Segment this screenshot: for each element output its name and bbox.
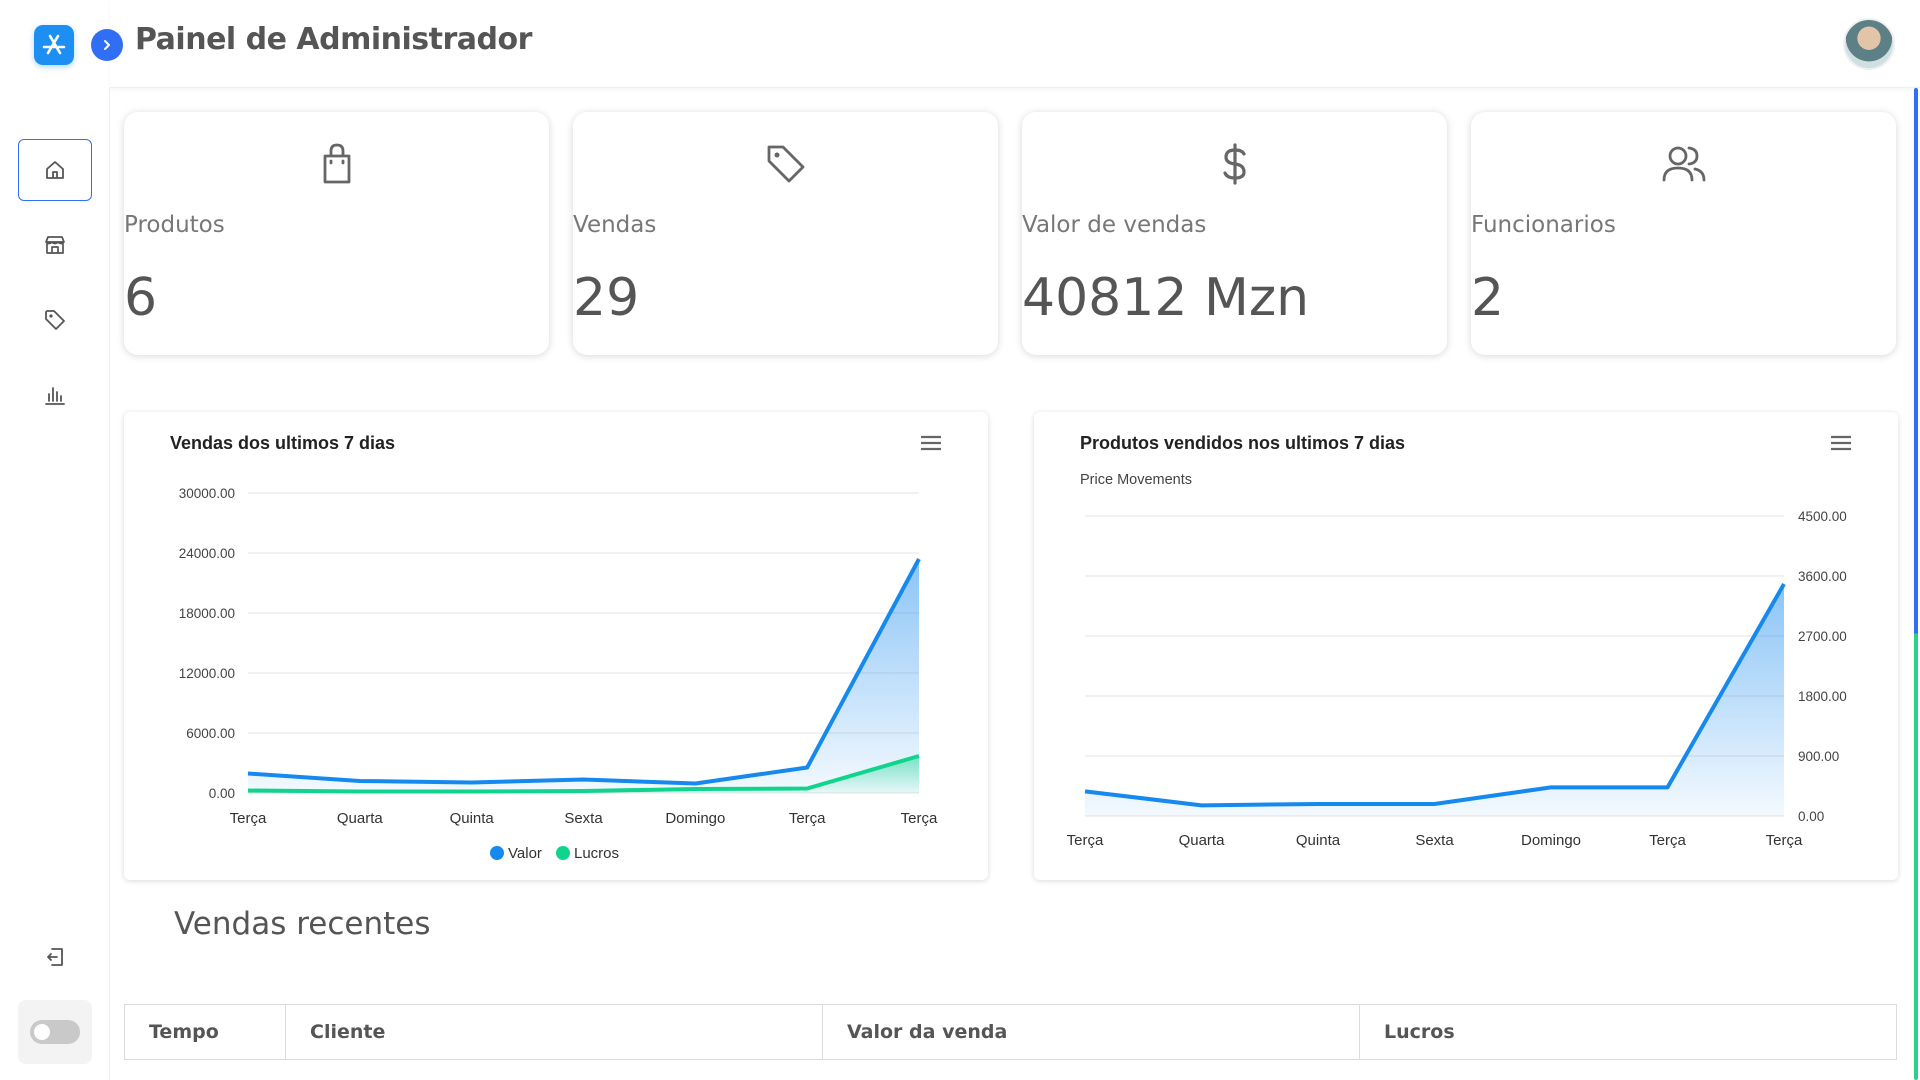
y-tick-label: 24000.00 [179,546,235,561]
column-header-valor-venda[interactable]: Valor da venda [822,1004,1360,1060]
column-header-cliente[interactable]: Cliente [285,1004,823,1060]
theme-toggle[interactable] [30,1020,80,1044]
expand-sidebar-button[interactable] [91,29,123,61]
y-tick-label: 6000.00 [186,726,235,741]
x-tick-label: Sexta [564,810,603,827]
x-tick-label: Terça [230,810,267,827]
theme-toggle-container [18,1000,92,1064]
store-icon [45,236,65,254]
legend-marker-lucros[interactable] [556,846,570,860]
series-area [248,559,919,793]
stat-value: 6 [124,268,158,328]
y-tick-label: 0.00 [209,786,235,801]
sidebar-item-sales[interactable] [18,289,92,351]
menu-icon[interactable] [1829,434,1859,456]
shopping-bag-icon [124,142,549,188]
series-line[interactable] [247,754,920,794]
y-tick-label: 1800.00 [1798,689,1847,704]
chart-card-vendas: Vendas dos ultimos 7 dias 0.00 6000.00 120… [124,412,988,880]
stat-value: 29 [573,268,640,328]
stat-label: Valor de vendas [1022,212,1207,238]
y-tick-label: 12000.00 [179,666,235,681]
chart-card-produtos: Produtos vendidos nos ultimos 7 dias Pri… [1034,412,1898,880]
top-bar [110,0,1920,88]
legend: Valor Lucros [490,845,619,862]
x-tick-label: Quarta [1179,832,1226,849]
y-tick-label: 0.00 [1798,809,1824,824]
tag-icon [573,142,998,188]
series-line[interactable] [247,558,921,786]
chart-title: Vendas dos ultimos 7 dias [170,433,395,453]
stat-value: 2 [1471,268,1505,328]
column-header-tempo[interactable]: Tempo [124,1004,286,1060]
sidebar-item-store[interactable] [18,214,92,276]
sidebar-item-home[interactable] [18,139,92,201]
stat-card-vendas [573,112,998,355]
recent-sales-table: Tempo Cliente Valor da venda Lucros [124,1004,1897,1060]
section-title: Vendas recentes [174,906,431,942]
page-title: Painel de Administrador [135,22,532,57]
x-tick-label: Domingo [665,810,725,827]
dollar-icon [1022,142,1447,188]
column-header-lucros[interactable]: Lucros [1359,1004,1897,1060]
chart-title: Produtos vendidos nos ultimos 7 dias [1080,433,1405,453]
menu-icon[interactable] [919,434,949,456]
x-tick-label: Quarta [337,810,384,827]
avatar[interactable] [1843,18,1895,70]
users-icon [1471,142,1896,188]
tag-icon [45,310,65,330]
stat-label: Funcionarios [1471,212,1616,238]
app-logo-icon[interactable] [34,25,74,65]
y-tick-label: 4500.00 [1798,509,1847,524]
legend-label-lucros[interactable]: Lucros [574,845,619,862]
bar-chart-icon [45,387,65,405]
chevron-right-icon [104,40,110,50]
series-area [248,756,919,793]
stat-card-produtos [124,112,549,355]
logout-icon [47,948,63,966]
stat-card-valor-vendas [1022,112,1447,355]
products-chart: Produtos vendidos nos ultimos 7 dias Pri… [1067,433,1859,849]
y-tick-label: 3600.00 [1798,569,1847,584]
x-tick-label: Terça [901,810,938,827]
app-store-glyph-icon [42,34,66,55]
y-tick-label: 2700.00 [1798,629,1847,644]
stat-label: Produtos [124,212,225,238]
y-tick-label: 30000.00 [179,486,235,501]
x-tick-label: Sexta [1415,832,1454,849]
stat-label: Vendas [573,212,657,238]
sales-chart: Vendas dos ultimos 7 dias 0.00 6000.00 120… [170,433,949,862]
x-tick-label: Quinta [450,810,495,827]
series-area [1085,584,1784,816]
sidebar-item-reports[interactable] [18,364,92,426]
x-tick-label: Domingo [1521,832,1581,849]
stat-card-funcionarios [1471,112,1896,355]
x-tick-label: Quinta [1296,832,1341,849]
logout-button[interactable] [18,926,92,988]
series-line[interactable] [1084,583,1786,808]
y-tick-label: 18000.00 [179,606,235,621]
scrollbar[interactable] [1914,88,1918,1080]
stat-value: 40812 Mzn [1022,268,1310,328]
x-tick-label: Terça [789,810,826,827]
legend-label-valor[interactable]: Valor [508,845,542,862]
y-tick-label: 900.00 [1798,749,1839,764]
sidebar [0,88,110,1080]
chart-subtitle: Price Movements [1080,472,1192,488]
x-tick-label: Terça [1649,832,1686,849]
x-tick-label: Terça [1067,832,1104,849]
legend-marker-valor[interactable] [490,846,504,860]
table-header-row: Tempo Cliente Valor da venda Lucros [124,1004,1897,1060]
x-tick-label: Terça [1766,832,1803,849]
home-icon [46,161,64,179]
